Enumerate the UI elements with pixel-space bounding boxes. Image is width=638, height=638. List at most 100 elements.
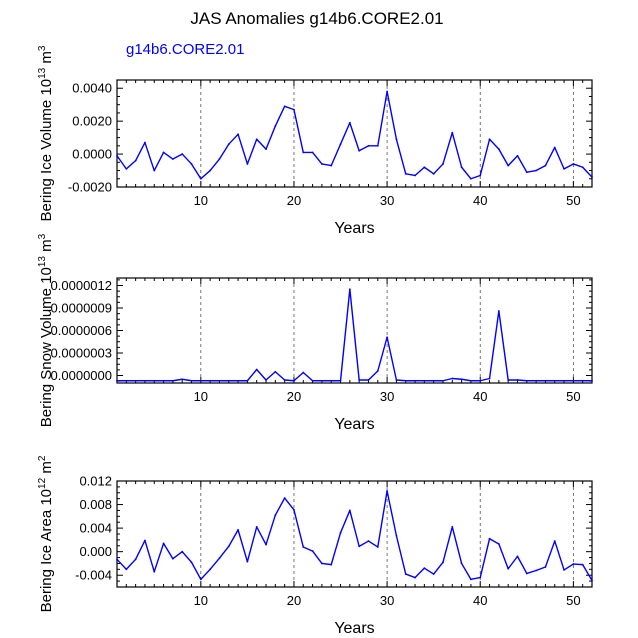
ice-volume-data-point: [116, 154, 118, 157]
snow-volume-data-point: [162, 379, 165, 382]
snow-volume-data-point: [218, 379, 221, 382]
ice-volume-data-point: [460, 166, 463, 169]
snow-volume-series-line: [117, 288, 592, 382]
ice-area-data-point: [488, 537, 491, 540]
ice-volume-x-axis-label: Years: [334, 220, 374, 237]
ice-area-data-point: [563, 569, 565, 571]
ice-area-data-point: [358, 545, 361, 548]
snow-volume-y-axis-label-ylabel-unit-exp: 3: [37, 233, 48, 239]
ice-area-x-tick-label: 40: [473, 593, 487, 608]
ice-area-y-axis-label-ylabel-unit: m: [38, 461, 55, 478]
ice-volume-data-point: [544, 164, 547, 167]
ice-area-data-point: [544, 566, 547, 568]
ice-volume-data-point: [227, 143, 230, 146]
snow-volume-data-point: [339, 379, 342, 382]
ice-area-data-point: [302, 546, 305, 548]
ice-volume-y-axis-label-ylabel-unit: m: [38, 51, 55, 68]
figure-subtitle: g14b6.CORE2.01: [126, 41, 244, 58]
ice-volume-data-point: [283, 105, 286, 108]
ice-area-data-point: [367, 540, 370, 542]
snow-volume-data-point: [283, 379, 286, 381]
snow-volume-data-point: [321, 379, 323, 382]
ice-area-data-point: [516, 555, 519, 558]
ice-area-data-point: [255, 526, 258, 528]
ice-area-data-point: [451, 526, 454, 528]
ice-volume-y-tick-label: -0.0020: [68, 180, 112, 195]
ice-area-data-point: [321, 562, 323, 565]
snow-volume-data-point: [209, 379, 212, 382]
ice-volume-data-point: [255, 138, 258, 141]
ice-area-data-point: [218, 557, 221, 560]
ice-volume-data-point: [386, 90, 388, 93]
snow-volume-x-tick-label: 40: [473, 389, 487, 404]
snow-volume-data-point: [470, 379, 472, 382]
snow-volume-data-point: [293, 379, 295, 382]
ice-volume-data-point: [358, 149, 361, 152]
ice-volume-data-point: [525, 171, 528, 174]
ice-volume-data-point: [367, 144, 370, 147]
snow-volume-y-axis-label-ylabel-exp: 13: [37, 256, 48, 268]
ice-area-data-point: [246, 560, 249, 563]
snow-volume-y-tick-label: 0.0000006: [51, 323, 112, 338]
snow-volume-data-point: [227, 379, 230, 382]
snow-volume-data-point: [404, 379, 407, 382]
ice-area-x-axis-label: Years: [334, 620, 374, 637]
ice-area-data-point: [153, 570, 156, 573]
ice-volume-data-point: [190, 163, 193, 165]
ice-area-y-tick-label: 0.000: [79, 544, 112, 559]
ice-volume-y-axis-label-ylabel-main: Bering Ice Volume 10: [38, 79, 55, 222]
ice-volume-data-point: [572, 163, 575, 165]
ice-volume-data-point: [162, 151, 165, 154]
ice-volume-data-point: [181, 153, 184, 155]
snow-volume-data-point: [432, 379, 435, 382]
ice-volume-data-point: [302, 151, 305, 154]
ice-area-y-tick-label: -0.004: [75, 568, 112, 583]
snow-volume-data-point: [525, 379, 528, 382]
snow-volume-data-point: [591, 379, 593, 382]
ice-area-data-point: [591, 579, 593, 582]
ice-area-y-axis-label: Bering Ice Area 1012 m2: [37, 455, 55, 612]
ice-volume-data-point: [404, 172, 407, 175]
snow-volume-x-tick-label: 50: [566, 389, 580, 404]
ice-volume-data-point: [432, 172, 435, 175]
snow-volume-data-point: [535, 379, 538, 382]
ice-volume-y-tick-label: 0.0000: [72, 147, 112, 162]
ice-volume-data-point: [591, 176, 593, 179]
ice-volume-data-point: [218, 158, 221, 160]
snow-volume-data-point: [358, 379, 361, 381]
ice-volume-data-point: [442, 163, 444, 165]
ice-area-y-tick-label: 0.008: [79, 497, 112, 512]
ice-volume-x-tick-label: 40: [473, 193, 487, 208]
snow-volume-y-axis-label-ylabel-unit: m: [38, 239, 55, 256]
snow-volume-data-point: [144, 379, 146, 382]
ice-volume-data-point: [479, 174, 482, 177]
ice-area-data-point: [497, 543, 500, 545]
ice-area-data-point: [339, 531, 342, 534]
ice-volume-data-point: [125, 167, 128, 170]
ice-volume-data-point: [199, 177, 202, 180]
ice-area-x-tick-label: 30: [380, 593, 394, 608]
ice-volume-data-point: [274, 125, 277, 127]
ice-volume-data-point: [171, 158, 174, 160]
ice-volume-y-tick-label: 0.0040: [72, 81, 112, 96]
ice-volume-frame: [116, 79, 593, 188]
snow-volume-y-tick-label: 0.0000000: [51, 368, 112, 383]
ice-area-y-axis-label-ylabel-exp: 12: [37, 477, 48, 489]
snow-volume-data-point: [367, 379, 370, 381]
ice-volume-x-tick-label: 10: [194, 193, 208, 208]
ice-volume-data-point: [209, 169, 212, 172]
ice-area-data-point: [265, 543, 267, 546]
ice-area-y-tick-label: 0.012: [79, 474, 112, 489]
snow-volume-y-tick-label: 0.0000003: [51, 346, 112, 361]
ice-volume-data-point: [339, 143, 342, 146]
ice-area-data-point: [432, 573, 435, 575]
snow-volume-data-point: [423, 379, 426, 382]
ice-volume-data-point: [497, 148, 500, 151]
ice-area-data-point: [572, 563, 575, 565]
snow-volume-data-point: [265, 379, 267, 381]
ice-volume-data-point: [488, 138, 491, 141]
ice-area-data-point: [330, 563, 333, 566]
ice-area-data-point: [134, 558, 137, 561]
snow-volume-data-point: [302, 371, 305, 374]
ice-area-data-point: [376, 546, 379, 548]
